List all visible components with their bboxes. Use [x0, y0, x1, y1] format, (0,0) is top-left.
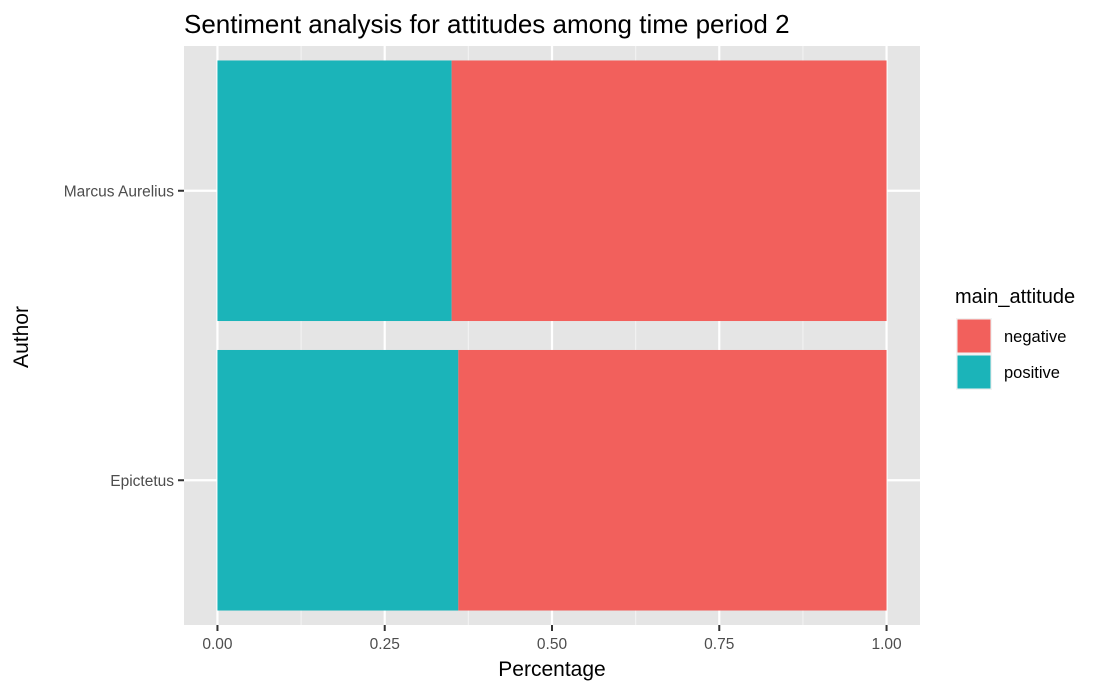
- y-tick-label: Marcus Aurelius: [64, 183, 175, 200]
- x-tick-label: 0.75: [704, 636, 734, 653]
- legend-label: positive: [1004, 364, 1060, 382]
- x-tick-label: 0.25: [370, 636, 400, 653]
- bar-negative: [458, 349, 887, 611]
- x-tick-label: 0.00: [202, 636, 233, 653]
- x-axis: 0.00 0.25 0.50 0.75 1.00: [202, 625, 902, 653]
- legend: main_attitude negative positive: [955, 286, 1075, 390]
- legend-key-negative: [957, 319, 991, 353]
- legend-entries: negative positive: [956, 318, 1066, 390]
- x-tick-label: 1.00: [871, 636, 902, 653]
- y-axis-title: Author: [10, 306, 33, 368]
- bar-positive: [217, 60, 452, 322]
- bars: [217, 60, 887, 611]
- legend-label: negative: [1004, 328, 1066, 346]
- x-tick-label: 0.50: [537, 636, 568, 653]
- bar-positive: [217, 349, 459, 611]
- legend-title: main_attitude: [955, 286, 1075, 308]
- bar-negative: [451, 60, 887, 322]
- y-tick-label: Epictetus: [110, 473, 174, 490]
- legend-key-positive: [957, 355, 991, 389]
- x-axis-title: Percentage: [498, 658, 605, 681]
- y-axis: Marcus Aurelius Epictetus: [64, 183, 184, 490]
- chart-title: Sentiment analysis for attitudes among t…: [184, 9, 790, 39]
